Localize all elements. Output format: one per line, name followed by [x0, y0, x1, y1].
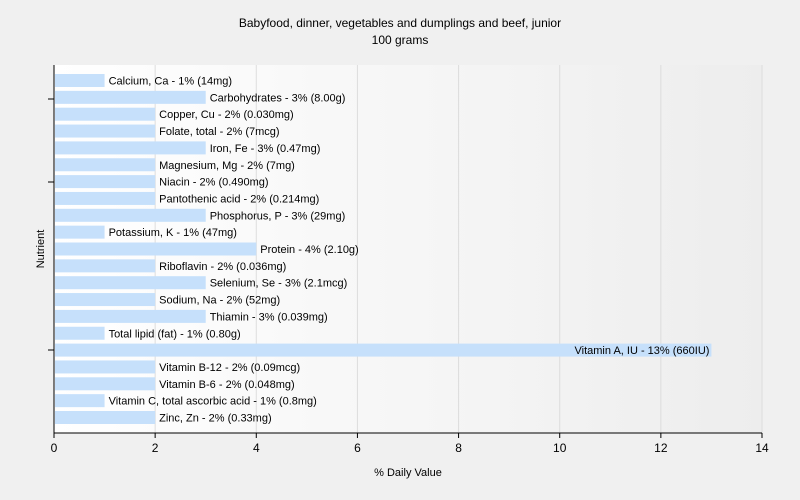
bar — [55, 377, 156, 391]
bar-label: Vitamin A, IU - 13% (660IU) — [575, 345, 710, 357]
bar-label: Calcium, Ca - 1% (14mg) — [109, 76, 232, 88]
x-axis-ticks: 0 2 4 6 8 10 12 14 — [51, 433, 769, 455]
chart-title: Babyfood, dinner, vegetables and dumplin… — [239, 16, 561, 30]
bar-label: Iron, Fe - 3% (0.47mg) — [210, 143, 321, 155]
bar-label: Phosphorus, P - 3% (29mg) — [210, 210, 346, 222]
bar-label: Vitamin C, total ascorbic acid - 1% (0.8… — [109, 396, 317, 408]
chart-subtitle: 100 grams — [372, 33, 429, 47]
x-tick-label: 8 — [455, 441, 462, 455]
bar-label: Protein - 4% (2.10g) — [260, 244, 358, 256]
bar — [55, 259, 156, 273]
bar-label: Zinc, Zn - 2% (0.33mg) — [159, 413, 271, 425]
bar — [55, 141, 206, 155]
bar — [55, 309, 206, 323]
bar-label: Copper, Cu - 2% (0.030mg) — [159, 109, 294, 121]
bar — [55, 343, 712, 357]
bar-label: Magnesium, Mg - 2% (7mg) — [159, 160, 295, 172]
bar — [55, 225, 105, 239]
bar-label: Vitamin B-6 - 2% (0.048mg) — [159, 379, 295, 391]
bar-label: Carbohydrates - 3% (8.00g) — [210, 92, 346, 104]
bar — [55, 208, 206, 222]
bar — [55, 191, 156, 205]
bar — [55, 293, 156, 307]
bar — [55, 158, 156, 172]
bar — [55, 74, 105, 87]
bar-label: Vitamin B-12 - 2% (0.09mcg) — [159, 362, 300, 374]
bar — [55, 326, 105, 340]
bar-label: Thiamin - 3% (0.039mg) — [210, 311, 328, 323]
bar — [55, 276, 206, 290]
y-axis-title: Nutrient — [35, 230, 47, 269]
bar — [55, 411, 156, 424]
bar — [55, 124, 156, 138]
x-tick-label: 0 — [51, 441, 58, 455]
bar — [55, 360, 156, 374]
x-tick-label: 6 — [354, 441, 361, 455]
x-tick-label: 2 — [152, 441, 159, 455]
bar-label: Pantothenic acid - 2% (0.214mg) — [159, 193, 319, 205]
x-tick-label: 10 — [553, 441, 567, 455]
axes — [48, 65, 762, 434]
bar-label: Selenium, Se - 3% (2.1mcg) — [210, 278, 348, 290]
bar-label: Total lipid (fat) - 1% (0.80g) — [109, 328, 241, 340]
bar — [55, 242, 257, 256]
bar — [55, 90, 206, 104]
bar-label: Riboflavin - 2% (0.036mg) — [159, 261, 286, 273]
bar — [55, 175, 156, 189]
x-tick-label: 12 — [654, 441, 668, 455]
bar — [55, 394, 105, 408]
x-tick-label: 14 — [755, 441, 769, 455]
x-tick-label: 4 — [253, 441, 260, 455]
x-axis-title: % Daily Value — [374, 467, 442, 479]
bar-label: Sodium, Na - 2% (52mg) — [159, 295, 280, 307]
bars: Calcium, Ca - 1% (14mg) Carbohydrates - 3… — [55, 74, 712, 425]
bar-label: Potassium, K - 1% (47mg) — [109, 227, 237, 239]
bar-label: Niacin - 2% (0.490mg) — [159, 177, 268, 189]
bar — [55, 107, 156, 121]
bar-label: Folate, total - 2% (7mcg) — [159, 126, 279, 138]
